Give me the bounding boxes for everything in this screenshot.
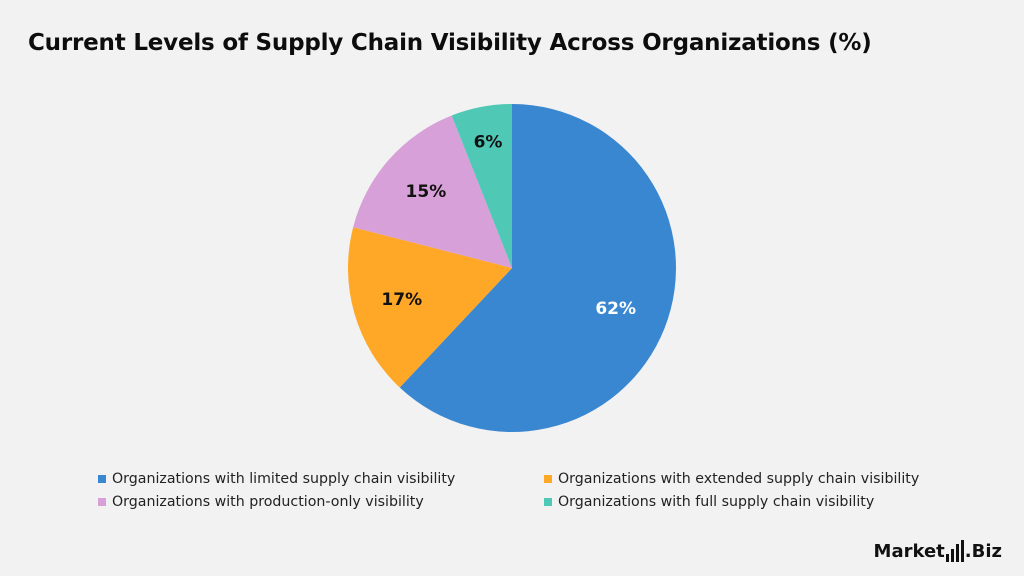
legend-label-limited: Organizations with limited supply chain … <box>112 470 456 487</box>
legend-label-production-only: Organizations with production-only visib… <box>112 493 424 510</box>
data-label-production-only: 15% <box>406 182 447 202</box>
legend-swatch-limited <box>98 474 106 483</box>
pie-slice-extended <box>347 227 512 388</box>
pie-slice-full <box>451 104 512 268</box>
legend-item-production-only: Organizations with production-only visib… <box>98 492 544 511</box>
chart-legend: Organizations with limited supply chain … <box>98 469 958 511</box>
chart-title: Current Levels of Supply Chain Visibilit… <box>28 30 872 56</box>
legend-item-limited: Organizations with limited supply chain … <box>98 469 544 488</box>
legend-item-extended: Organizations with extended supply chain… <box>544 469 964 488</box>
bar-chart-icon <box>945 540 964 562</box>
legend-swatch-extended <box>544 474 552 483</box>
brand-name-suffix: .Biz <box>964 541 1002 562</box>
data-label-full: 6% <box>474 132 503 152</box>
legend-swatch-production-only <box>98 497 106 506</box>
legend-label-extended: Organizations with extended supply chain… <box>558 470 920 487</box>
brand-name-prefix: Market <box>873 541 945 562</box>
data-label-limited: 62% <box>595 299 636 319</box>
data-label-extended: 17% <box>381 290 422 310</box>
legend-label-full: Organizations with full supply chain vis… <box>558 493 875 510</box>
legend-item-full: Organizations with full supply chain vis… <box>544 492 964 511</box>
pie-slice-limited <box>399 104 676 432</box>
legend-swatch-full <box>544 497 552 506</box>
brand-logo: Market .Biz <box>874 540 1002 562</box>
pie-slice-production-only <box>353 115 512 269</box>
